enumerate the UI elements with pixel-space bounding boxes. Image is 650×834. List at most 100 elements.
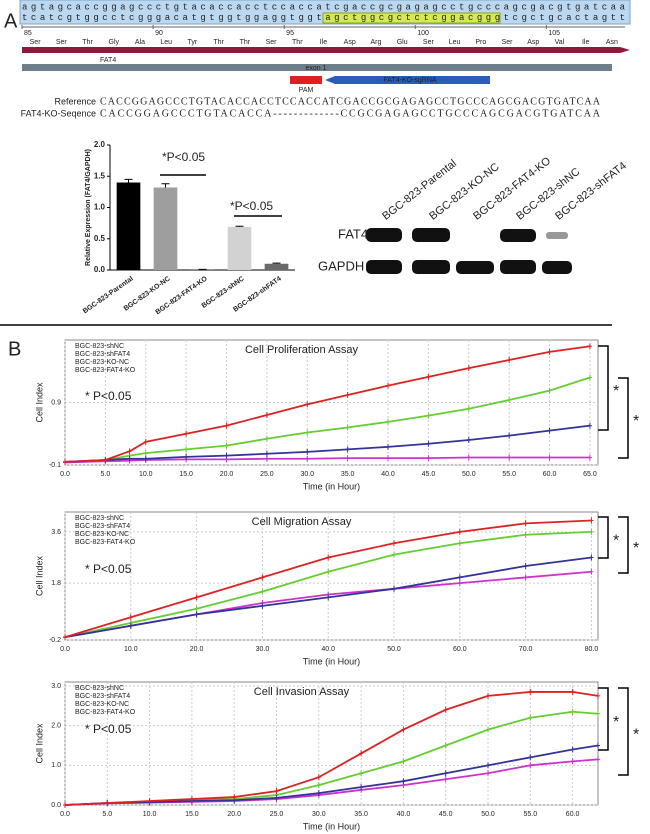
y-tick-label: 0.0 bbox=[94, 265, 106, 274]
x-tick-label: 35.0 bbox=[354, 811, 368, 818]
significance-label: * bbox=[613, 714, 619, 731]
annotation: *P<0.05 bbox=[230, 199, 273, 213]
significance-label: * bbox=[633, 413, 639, 430]
band bbox=[366, 260, 402, 274]
legend-entry: BGC-823-shFAT4 bbox=[75, 693, 130, 700]
y-tick-label: 0.5 bbox=[94, 234, 106, 243]
data-point bbox=[486, 726, 491, 733]
data-point bbox=[274, 788, 279, 795]
data-point bbox=[401, 726, 406, 733]
x-tick-label: 30.0 bbox=[256, 646, 270, 653]
series-line bbox=[64, 691, 599, 806]
amino-acid: Tyr bbox=[188, 39, 198, 46]
ruler-number: 85 bbox=[24, 30, 32, 37]
data-point bbox=[194, 594, 199, 601]
data-point bbox=[63, 634, 67, 641]
data-point bbox=[443, 776, 448, 783]
data-point bbox=[316, 782, 321, 789]
significance-bracket bbox=[618, 687, 629, 776]
legend-entry: BGC-823-FAT4-KO bbox=[75, 367, 136, 374]
data-point bbox=[224, 422, 229, 429]
y-tick-label: 1.0 bbox=[94, 203, 106, 212]
data-point bbox=[316, 774, 321, 781]
ruler-number: 105 bbox=[548, 30, 560, 37]
data-point bbox=[528, 688, 533, 695]
data-point bbox=[466, 405, 471, 412]
data-point bbox=[305, 401, 310, 408]
data-point bbox=[305, 448, 310, 455]
data-point bbox=[326, 568, 331, 575]
amino-acid: Ile bbox=[320, 39, 328, 46]
x-tick-label: 50.0 bbox=[481, 811, 495, 818]
gene-bar bbox=[22, 47, 630, 53]
x-tick-label: 45.0 bbox=[439, 811, 453, 818]
data-point bbox=[457, 540, 462, 547]
data-point bbox=[466, 454, 471, 461]
y-axis-label: Cell Index bbox=[34, 723, 44, 764]
data-point bbox=[523, 563, 528, 570]
x-axis-label: Time (in Hour) bbox=[303, 481, 360, 491]
x-tick-label: 30.0 bbox=[300, 471, 314, 478]
amino-acid: Asn bbox=[606, 39, 618, 46]
data-point bbox=[103, 457, 108, 463]
legend-entry: BGC-823-shNC bbox=[75, 515, 124, 522]
plot-area bbox=[64, 511, 599, 641]
data-point bbox=[507, 357, 512, 363]
data-point bbox=[570, 688, 575, 695]
data-point bbox=[523, 574, 528, 581]
x-tick-label: 60.0 bbox=[453, 646, 467, 653]
error-bar bbox=[235, 225, 244, 227]
data-point bbox=[326, 594, 331, 601]
data-point bbox=[443, 706, 448, 713]
x-tick-label: 45.0 bbox=[422, 471, 436, 478]
y-tick-label: 3.6 bbox=[51, 529, 61, 536]
x-tick-label: 40.0 bbox=[381, 471, 395, 478]
pam-label: PAM bbox=[299, 87, 314, 94]
amino-acid: Ser bbox=[30, 39, 42, 46]
amino-acid: Thr bbox=[292, 39, 303, 46]
x-tick-label: 70.0 bbox=[519, 646, 533, 653]
legend-entry: BGC-823-shFAT4 bbox=[75, 523, 130, 530]
legend-entry: BGC-823-shNC bbox=[75, 685, 124, 692]
error-bar bbox=[272, 262, 281, 264]
amino-acid: Ala bbox=[135, 39, 145, 46]
data-point bbox=[570, 758, 575, 765]
significance-bracket bbox=[618, 377, 629, 459]
data-point bbox=[386, 418, 391, 425]
x-tick-label: 55.0 bbox=[502, 471, 516, 478]
chart-title: Cell Migration Assay bbox=[252, 516, 352, 528]
y-tick-label: 2.0 bbox=[94, 140, 106, 149]
alignment-label: FAT4-KO-Seqence bbox=[21, 108, 96, 118]
x-tick-label: 25.0 bbox=[260, 471, 274, 478]
data-point bbox=[457, 574, 462, 581]
data-point bbox=[224, 452, 229, 459]
bar bbox=[153, 187, 178, 270]
y-axis-label: Relative Expression (FAT4/GAPDH) bbox=[85, 149, 92, 266]
data-point bbox=[274, 794, 279, 801]
annotation: * P<0.05 bbox=[85, 562, 132, 576]
data-point bbox=[143, 438, 148, 445]
data-point bbox=[486, 770, 491, 777]
sgrna-highlight bbox=[322, 12, 501, 24]
amino-acid: Pro bbox=[475, 39, 486, 46]
data-point bbox=[401, 758, 406, 765]
amino-acid: Thr bbox=[240, 39, 251, 46]
x-tick-label: 10.0 bbox=[139, 471, 153, 478]
series-line bbox=[64, 744, 599, 806]
amino-acid: Ile bbox=[582, 39, 590, 46]
data-point bbox=[264, 450, 269, 457]
amino-acid: Gly bbox=[109, 39, 120, 46]
data-point bbox=[401, 778, 406, 785]
data-point bbox=[316, 790, 321, 797]
band bbox=[366, 228, 402, 242]
amino-acid: Thr bbox=[213, 39, 224, 46]
data-point bbox=[570, 746, 575, 753]
data-point bbox=[589, 528, 594, 535]
legend-entry: BGC-823-shFAT4 bbox=[75, 351, 130, 358]
data-point bbox=[589, 554, 594, 561]
data-point bbox=[194, 605, 199, 612]
data-point bbox=[143, 450, 148, 457]
data-point bbox=[345, 424, 350, 431]
data-point bbox=[128, 622, 133, 629]
